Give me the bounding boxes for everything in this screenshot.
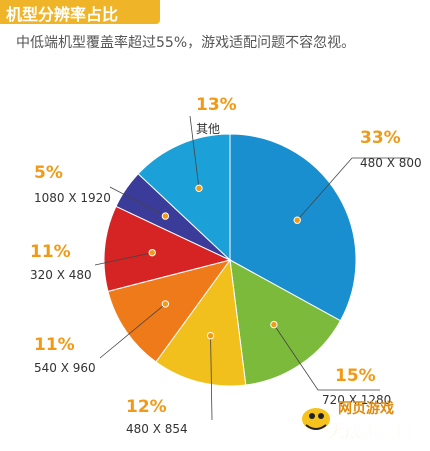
slice-marker [195, 184, 203, 193]
slice-category-label: 320 X 480 [30, 268, 92, 282]
slice-percent-label: 12% [126, 397, 167, 417]
leader-line [99, 303, 166, 359]
slice-marker [161, 212, 170, 220]
slice-marker [206, 331, 215, 340]
slice-category-label: 540 X 960 [34, 361, 96, 375]
slice-category-label: 720 X 1280 [322, 393, 391, 407]
watermark-line2: 天成手游网 [328, 421, 413, 442]
slice-percent-label: 13% [196, 95, 237, 115]
pie-slice [137, 133, 231, 262]
slice-percent-label: 5% [34, 163, 63, 183]
slice-percent-label: 33% [360, 128, 401, 148]
slice-category-label: 480 X 800 [360, 156, 422, 170]
pie-slice [103, 205, 232, 292]
slice-category-label: 其他 [196, 122, 220, 136]
slice-percent-label: 11% [30, 242, 71, 262]
pie-slice [107, 259, 232, 363]
slice-marker [270, 320, 278, 329]
slice-percent-label: 11% [34, 335, 75, 355]
chart-title: 机型分辨率占比 [6, 5, 119, 24]
leader-line [210, 335, 213, 421]
chart-subtitle: 中低端机型覆盖率超过55%，游戏适配问题不容忽视。 [16, 35, 356, 51]
slice-marker [161, 300, 170, 308]
slice-percent-label: 15% [335, 366, 376, 386]
slice-category-label: 1080 X 1920 [34, 191, 111, 205]
title-bar: 机型分辨率占比 [0, 0, 160, 24]
slice-marker [293, 216, 301, 224]
slice-marker [148, 248, 156, 257]
watermark-logo: 网页游戏 天成手游网 [302, 400, 413, 442]
watermark-line1: 网页游戏 [338, 400, 394, 417]
leader-line [109, 186, 166, 217]
pie-slice [229, 133, 357, 322]
leader-line [273, 324, 380, 391]
leader-line [296, 157, 410, 221]
leader-line [94, 252, 153, 266]
leader-line [189, 115, 200, 189]
slice-category-label: 480 X 854 [126, 422, 188, 436]
pie-slice [155, 258, 247, 387]
